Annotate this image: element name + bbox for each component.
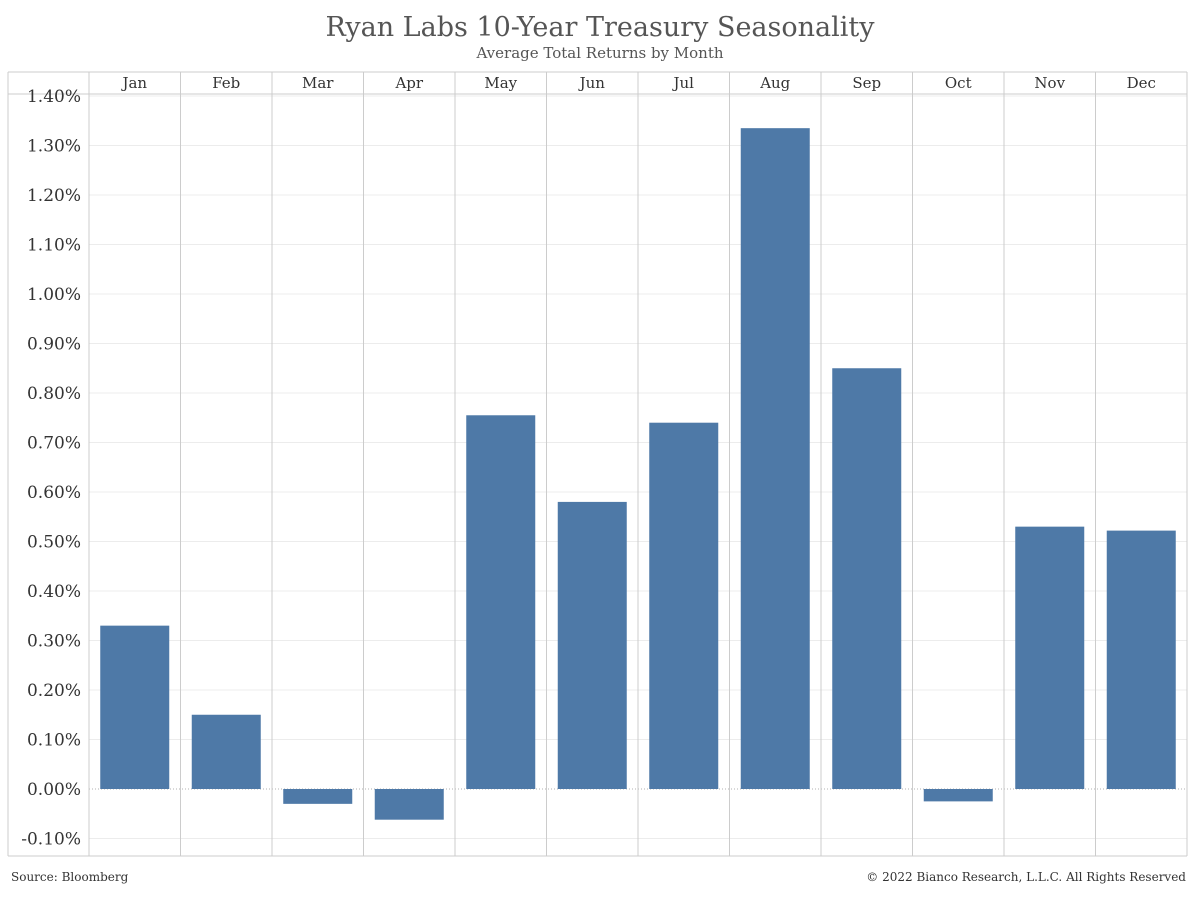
y-tick-label: 0.60%	[27, 483, 81, 503]
y-tick-label: 0.80%	[27, 384, 81, 404]
bar-sep	[832, 368, 902, 789]
bar-apr	[374, 789, 444, 820]
month-label-apr: Apr	[394, 74, 423, 92]
bar-dec	[1106, 530, 1176, 789]
y-tick-label: 0.00%	[27, 780, 81, 800]
bar-feb	[191, 714, 261, 789]
month-label-aug: Aug	[759, 74, 790, 92]
bar-nov	[1015, 526, 1085, 789]
month-label-mar: Mar	[302, 74, 334, 92]
month-label-jan: Jan	[120, 74, 147, 92]
month-label-layer: Jan Feb Mar Apr May Jun Jul Aug Sep Oct Nov Dec	[120, 74, 1155, 92]
month-divider-layer	[7, 71, 1188, 857]
bar-mar	[283, 789, 353, 804]
month-label-jul: Jul	[672, 74, 695, 92]
y-tick-label: 0.40%	[27, 582, 81, 602]
chart-title: Ryan Labs 10-Year Treasury Seasonality	[325, 12, 875, 43]
y-tick-label: 1.00%	[27, 285, 81, 305]
month-label-nov: Nov	[1034, 74, 1065, 92]
bar-jul	[649, 422, 719, 789]
y-tick-label: 0.30%	[27, 632, 81, 652]
bar-layer	[100, 128, 1176, 820]
y-tick-label: -0.10%	[21, 830, 81, 850]
bar-jun	[557, 501, 627, 789]
month-label-oct: Oct	[945, 74, 972, 92]
month-label-sep: Sep	[852, 74, 881, 92]
bar-jan	[100, 625, 170, 789]
bar-aug	[740, 128, 810, 790]
month-label-may: May	[484, 74, 517, 92]
chart-subtitle: Average Total Returns by Month	[476, 44, 724, 62]
y-tick-label: 0.90%	[27, 335, 81, 355]
y-tick-label: 0.10%	[27, 731, 81, 751]
month-label-jun: Jun	[578, 74, 606, 92]
y-tick-label: 0.50%	[27, 533, 81, 553]
copyright-note: © 2022 Bianco Research, L.L.C. All Right…	[866, 870, 1186, 884]
month-label-feb: Feb	[212, 74, 240, 92]
month-label-dec: Dec	[1127, 74, 1156, 92]
y-tick-label: 1.40%	[27, 87, 81, 107]
y-tick-label-layer: 1.40% 1.30% 1.20% 1.10% 1.00% 0.90% 0.80% 0.70%…	[21, 87, 81, 850]
y-tick-label: 1.20%	[27, 186, 81, 206]
y-tick-label: 0.20%	[27, 681, 81, 701]
bar-oct	[923, 789, 993, 802]
y-tick-label: 0.70%	[27, 434, 81, 454]
y-tick-label: 1.30%	[27, 137, 81, 157]
y-tick-label: 1.10%	[27, 236, 81, 256]
source-note: Source: Bloomberg	[11, 870, 129, 884]
bar-may	[466, 415, 536, 789]
